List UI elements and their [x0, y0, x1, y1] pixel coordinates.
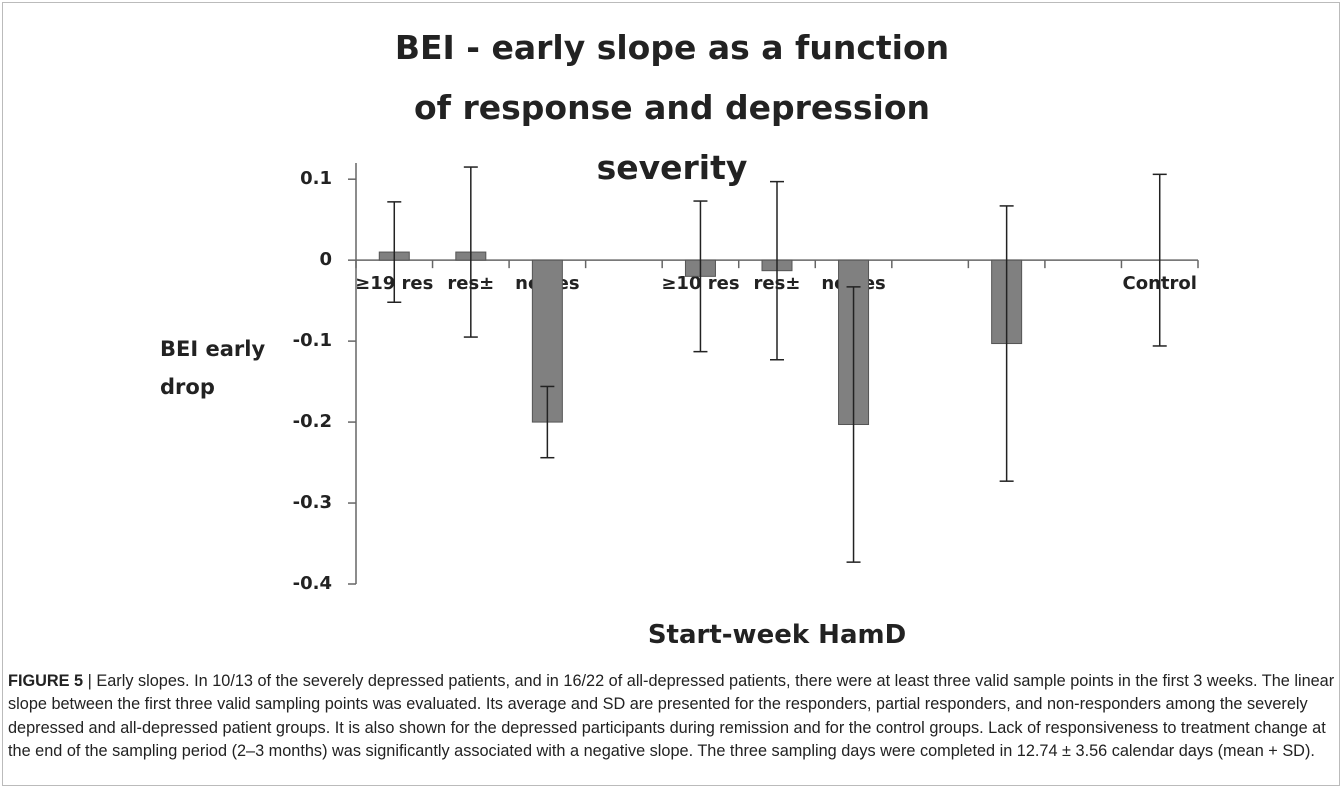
error-bar [770, 180, 784, 361]
caption: FIGURE 5 | Early slopes. In 10/13 of the… [8, 670, 1336, 764]
y-tick-label: -0.3 [293, 492, 332, 513]
y-tick-label: 0.1 [300, 168, 332, 189]
y-tick-label: 0 [319, 249, 332, 270]
caption-text: | Early slopes. In 10/13 of the severely… [8, 672, 1335, 761]
error-bar [999, 205, 1014, 482]
error-bar [540, 385, 555, 459]
error-bar [463, 166, 478, 338]
y-tick-label: -0.2 [293, 411, 332, 432]
y-axis-label: BEI early drop [160, 337, 266, 399]
error-bar [387, 201, 402, 304]
y-tick-label: -0.1 [293, 330, 332, 351]
y-tick-label: -0.4 [293, 573, 332, 594]
error-bar [1152, 173, 1167, 347]
chart-title: BEI - early slope as a function of respo… [394, 28, 950, 187]
caption-label: FIGURE 5 [8, 672, 84, 690]
error-bar [693, 200, 708, 353]
x-axis-label: Start-week HamD [647, 620, 907, 650]
error-bar [846, 286, 861, 563]
